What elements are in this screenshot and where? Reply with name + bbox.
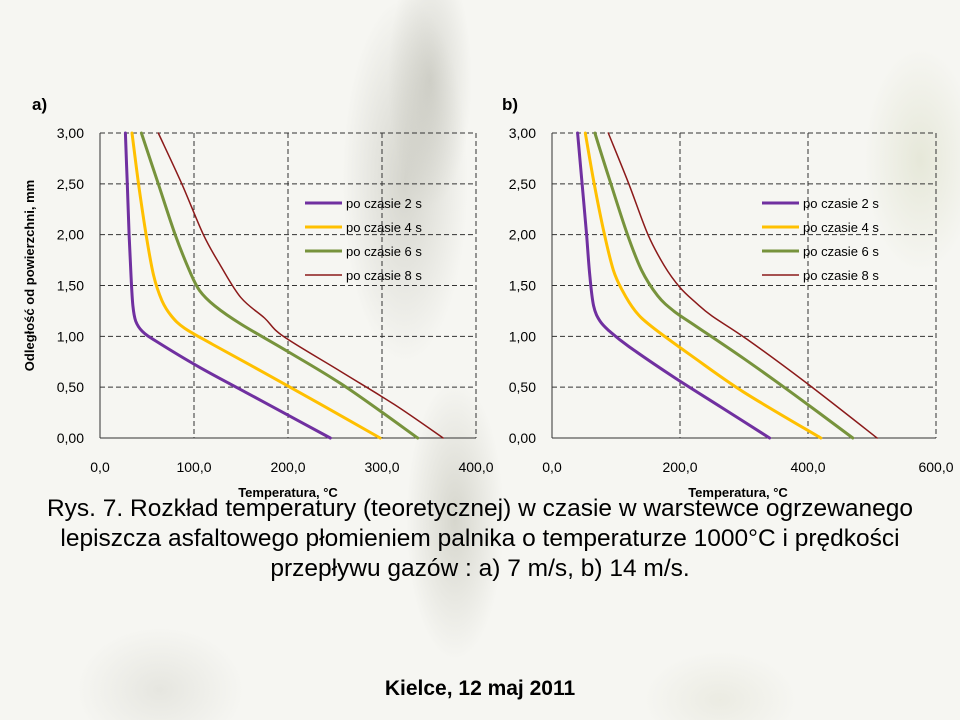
y-tick-label: 0,50	[57, 379, 84, 395]
legend-label: po czasie 6 s	[803, 244, 879, 259]
y-tick-label: 1,00	[57, 328, 84, 344]
legend-label: po czasie 8 s	[803, 268, 879, 283]
legend-label: po czasie 4 s	[346, 220, 422, 235]
y-tick-label: 1,50	[57, 278, 84, 294]
legend-label: po czasie 4 s	[803, 220, 879, 235]
x-tick-label: 200,0	[270, 459, 305, 475]
series-line-4s	[583, 131, 823, 440]
x-tick-label: 300,0	[364, 459, 399, 475]
series-line-8s	[607, 132, 878, 439]
series-line-2s	[123, 131, 332, 440]
y-tick-label: 2,00	[57, 227, 84, 243]
panel-label: b)	[502, 95, 518, 114]
y-tick-label: 2,00	[509, 227, 536, 243]
x-tick-label: 400,0	[458, 459, 493, 475]
series-line-4s	[130, 131, 382, 440]
y-tick-label: 3,00	[57, 125, 84, 141]
legend-label: po czasie 8 s	[346, 268, 422, 283]
series-line-8s	[157, 132, 444, 439]
y-axis-title: Odległość od powierzchni, mm	[22, 180, 37, 371]
x-axis-title: Temperatura, °C	[238, 485, 338, 500]
y-tick-label: 2,50	[57, 176, 84, 192]
footer-date: Kielce, 12 maj 2011	[384, 677, 576, 700]
series-line-6s	[139, 131, 420, 440]
y-tick-label: 0,00	[509, 430, 536, 446]
legend-label: po czasie 6 s	[346, 244, 422, 259]
chart-b: b) 0,00 0,50 1,00 1,50 2,00 2,50 3,00 0,0 200,0 40…	[502, 95, 954, 500]
panel-label: a)	[32, 95, 47, 114]
x-tick-label: 100,0	[176, 459, 211, 475]
y-tick-label: 1,00	[509, 328, 536, 344]
x-tick-label: 0,0	[542, 459, 562, 475]
y-tick-label: 2,50	[509, 176, 536, 192]
series-line-2s	[576, 131, 772, 440]
legend: po czasie 2 s po czasie 4 s po czasie 6 s p…	[762, 196, 879, 283]
y-tick-label: 3,00	[509, 125, 536, 141]
y-tick-label: 0,50	[509, 379, 536, 395]
x-axis-title: Temperatura, °C	[688, 485, 788, 500]
legend-label: po czasie 2 s	[346, 196, 422, 211]
x-tick-label: 0,0	[90, 459, 110, 475]
figure-caption: Rys. 7. Rozkład temperatury (teoretyczne…	[46, 495, 913, 582]
chart-a: a) 0,00 0,50 1,00 1,50 2,00 2,50 3,00 0,0 100,0 20…	[22, 95, 494, 500]
series-line-6s	[593, 131, 855, 440]
x-tick-label: 200,0	[662, 459, 697, 475]
legend-label: po czasie 2 s	[803, 196, 879, 211]
x-tick-label: 400,0	[790, 459, 825, 475]
y-tick-label: 0,00	[57, 430, 84, 446]
y-tick-label: 1,50	[509, 278, 536, 294]
legend: po czasie 2 s po czasie 4 s po czasie 6 s p…	[305, 196, 422, 283]
x-tick-label: 600,0	[918, 459, 953, 475]
